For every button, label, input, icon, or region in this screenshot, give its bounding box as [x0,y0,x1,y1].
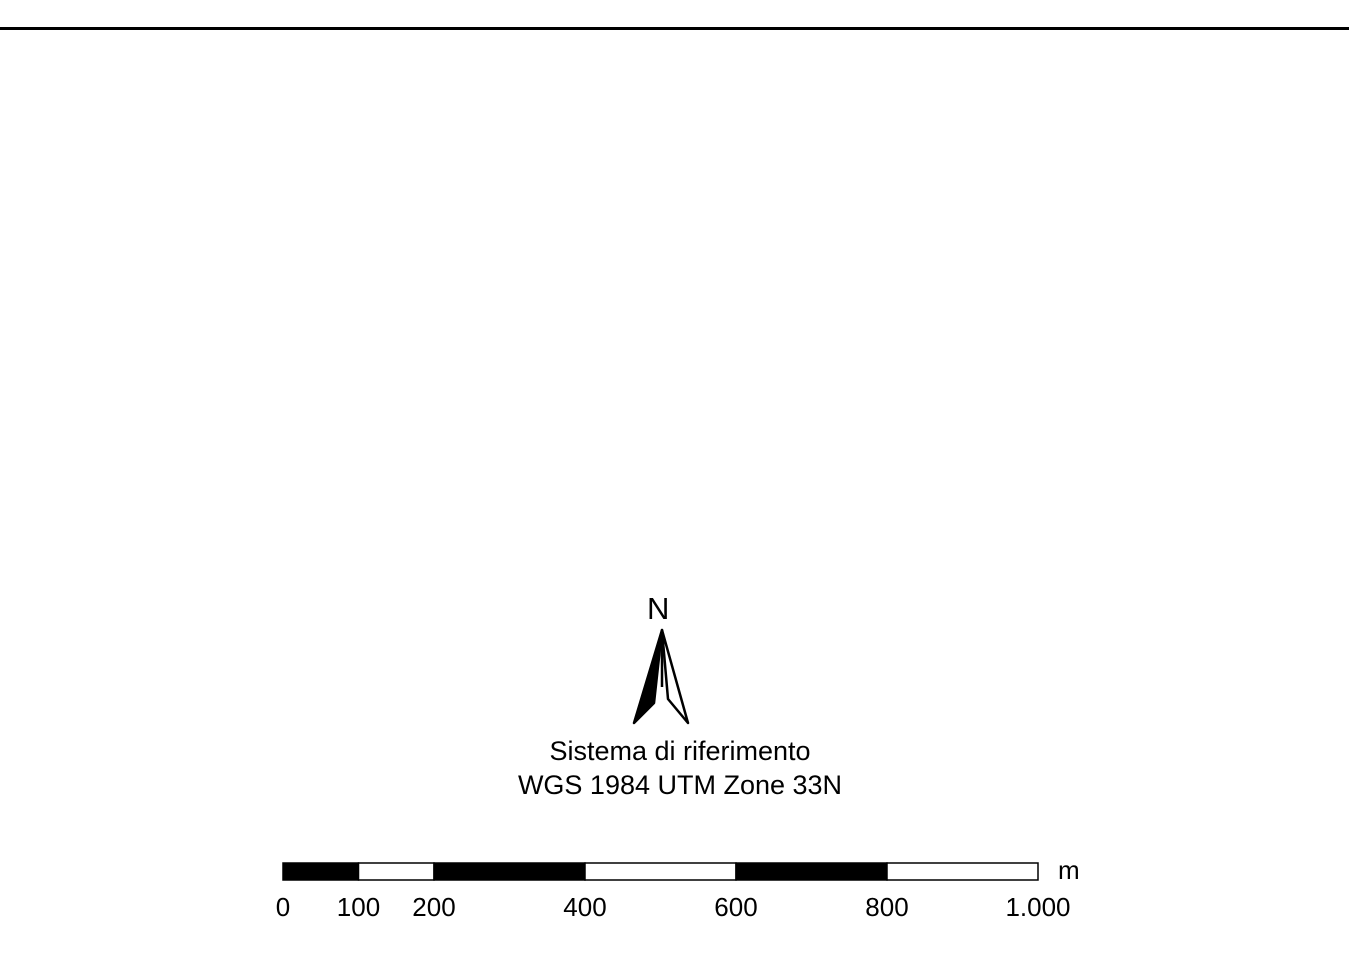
north-arrow-icon [632,628,690,725]
scale-bar-tick-label: 600 [714,892,757,922]
scale-bar-segment [735,862,888,881]
scale-bar-segment [584,862,737,881]
reference-system-label: Sistema di riferimento [549,736,811,766]
north-label: N [647,591,670,626]
scale-bar-segment [886,862,1039,881]
scale-bar-tick-label: 400 [563,892,606,922]
reference-system: Sistema di riferimento WGS 1984 UTM Zone… [380,734,980,802]
scale-bar-segment [357,862,435,881]
top-border-line [0,27,1349,30]
reference-system-name: WGS 1984 UTM Zone 33N [517,770,843,800]
scale-bar-tick-label: 200 [412,892,455,922]
scale-bar-tick-label: 0 [276,892,290,922]
scale-bar-tick-label: 1.000 [1005,892,1070,922]
scale-bar: 0 100 200 400 600 800 1.000 m [276,855,1080,922]
scale-bar-tick-label: 100 [337,892,380,922]
scale-bar-segment [282,862,360,881]
scale-bar-tick-label: 800 [865,892,908,922]
scale-bar-segment [433,862,586,881]
scale-bar-unit: m [1058,855,1080,885]
